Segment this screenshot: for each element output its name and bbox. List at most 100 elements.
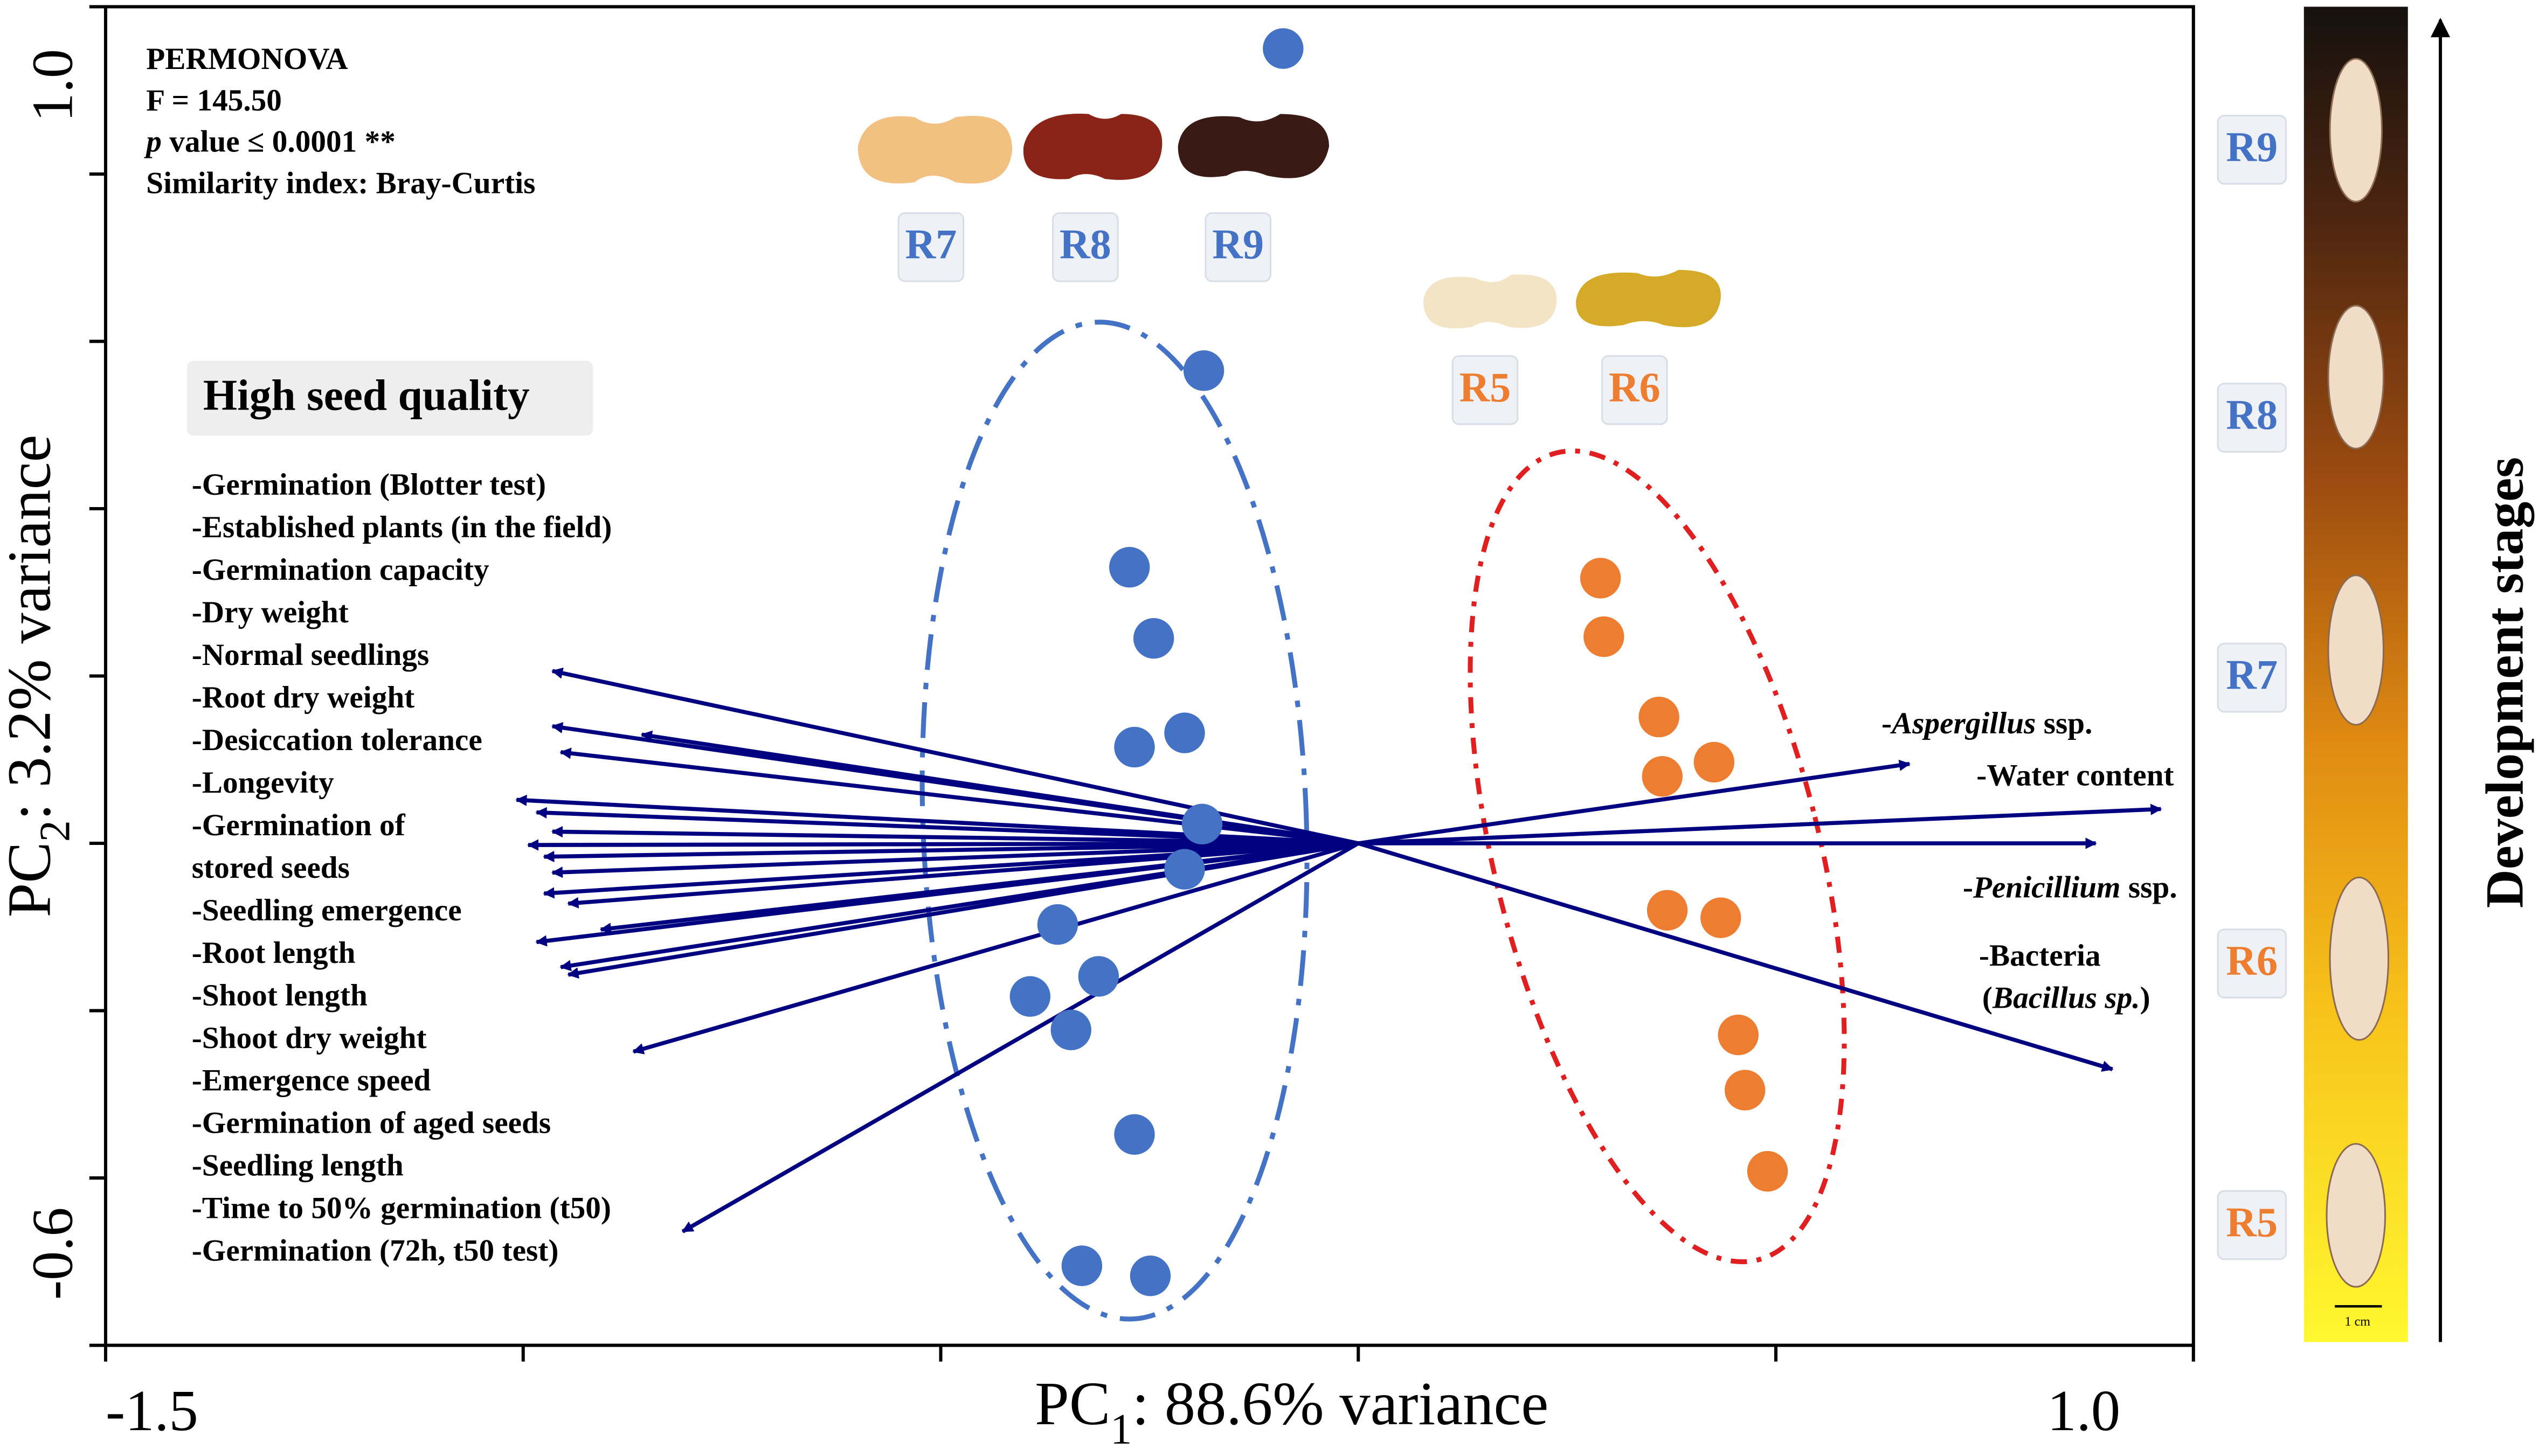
loading-vector [535, 841, 1359, 947]
y-tick-label: -0.6 [20, 1207, 85, 1300]
stage-label-box [2217, 1190, 2287, 1260]
group-label: R5 [1459, 364, 1511, 411]
data-point [1114, 726, 1155, 768]
stage-label: R7 [2226, 651, 2278, 698]
group-label-box [1451, 355, 1519, 425]
stage-label: R6 [2226, 937, 2278, 984]
stage-label-box [2217, 928, 2287, 999]
data-point [1181, 803, 1223, 845]
data-point [1037, 904, 1078, 945]
rich-text: -Bacteria [1979, 939, 2101, 973]
text-part: p [143, 125, 162, 159]
group-label-box [897, 212, 965, 282]
group-label-box [1601, 355, 1668, 425]
data-point [1183, 350, 1224, 391]
data-point [1061, 1245, 1103, 1286]
loading-vector [551, 667, 1359, 845]
x-tick-label: 1.0 [2047, 1378, 2120, 1443]
text-part: PC [0, 842, 64, 917]
stage-label-box [2217, 642, 2287, 713]
text-part: ( [1982, 981, 1992, 1015]
text-part: Penicillium [1973, 871, 2121, 905]
trait-label: -Shoot length [192, 979, 368, 1013]
loading-vector [543, 841, 1359, 863]
stage-axis-label: Development stages [2475, 457, 2535, 908]
loading-vector [551, 841, 1359, 878]
scale-label: 1 cm [2345, 1315, 2371, 1329]
text-part: -Bacteria [1979, 939, 2101, 973]
y-tick-label: 1.0 [20, 49, 85, 122]
stage-label: R5 [2226, 1198, 2278, 1245]
rich-text: PERMONOVA [146, 42, 348, 76]
text-part: PC [1035, 1369, 1110, 1438]
trait-label: -Shoot dry weight [192, 1021, 427, 1055]
trait-label: -Germination (Blotter test) [192, 468, 546, 502]
group-ellipse [1468, 448, 1847, 1265]
text-part: : 88.6% variance [1132, 1369, 1548, 1438]
rich-text: p value ≤ 0.0001 ** [143, 125, 396, 159]
text-part: PERMONOVA [146, 42, 348, 76]
group-label: R7 [905, 221, 957, 268]
group-label: R9 [1212, 221, 1264, 268]
data-point [1693, 741, 1735, 783]
trait-label: -Established plants (in the field) [192, 510, 612, 544]
panel-box [186, 360, 593, 436]
trait-label: -Dry weight [192, 595, 349, 629]
trait-label: stored seeds [192, 851, 350, 885]
group-ellipse [919, 320, 1310, 1322]
trait-label: -Root dry weight [192, 681, 415, 715]
trait-label: -Germination (72h, t50 test) [192, 1234, 559, 1268]
trait-label: -Desiccation tolerance [192, 723, 482, 757]
data-point [1164, 849, 1205, 890]
stage-label-box [2217, 383, 2287, 453]
x-tick-label: -1.5 [106, 1378, 198, 1443]
text-part: Aspergillus [1890, 706, 2036, 740]
text-part: Bacillus sp. [1992, 981, 2140, 1015]
text-part: F = 145.50 [146, 84, 282, 117]
rich-text: Similarity index: Bray-Curtis [146, 167, 535, 200]
rich-text: -Penicillium ssp. [1963, 871, 2177, 905]
rich-text: PC2: 3.2% variance [0, 435, 79, 918]
data-point [1700, 897, 1741, 938]
loading-vector [1358, 803, 2162, 845]
data-point [1164, 712, 1205, 753]
strip-seeds [2326, 58, 2390, 1288]
data-point [1114, 1114, 1155, 1155]
trait-label: -Germination of [192, 808, 406, 842]
rich-text: (Bacillus sp.) [1982, 981, 2150, 1015]
data-point [1725, 1070, 1766, 1111]
loading-vector [632, 841, 1359, 1055]
text-part: Similarity index: Bray-Curtis [146, 167, 535, 200]
stage-label: R8 [2226, 391, 2278, 438]
data-point [1263, 28, 1304, 69]
text-part: 1 [1110, 1406, 1132, 1454]
x-axis-label: PC1: 88.6% variance [1035, 1369, 1548, 1453]
loading-vector [567, 841, 1359, 909]
text-part: ) [2140, 981, 2150, 1015]
loading-vector [681, 841, 1360, 1233]
trait-label: -Normal seedlings [192, 638, 430, 672]
group-label-box [1052, 212, 1119, 282]
text-part: - [1881, 706, 1892, 740]
trait-label: -Emergence speed [192, 1064, 431, 1098]
data-point [1580, 558, 1621, 599]
data-point [1133, 618, 1174, 659]
loading-vector [640, 730, 1359, 845]
text-part: -Water content [1976, 759, 2174, 793]
stage-label-box [2217, 114, 2287, 185]
data-point [1009, 976, 1050, 1017]
rich-text: F = 145.50 [146, 84, 282, 117]
data-point [1078, 956, 1119, 997]
data-point [1638, 696, 1679, 738]
text-part: : 3.2% variance [0, 435, 64, 821]
data-point [1718, 1014, 1759, 1056]
text-part: 2 [32, 820, 79, 842]
trait-label: -Longevity [192, 766, 334, 800]
panel-title: High seed quality [203, 371, 530, 420]
trait-label: -Germination capacity [192, 553, 489, 587]
trait-label: -Seedling length [192, 1149, 404, 1183]
group-label-box [1205, 212, 1271, 282]
trait-label: -Root length [192, 936, 356, 970]
